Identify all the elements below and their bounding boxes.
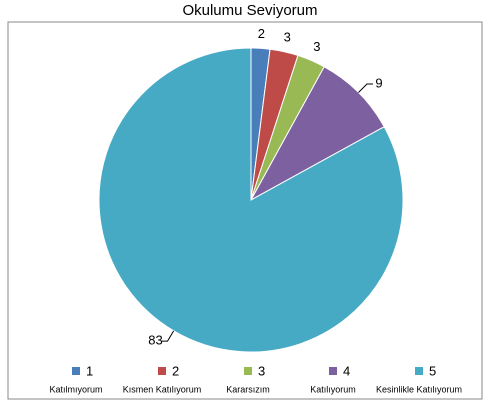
legend-label: 3 [258, 363, 265, 378]
legend-description: Kısmen Katılıyorum [123, 384, 202, 394]
legend-swatch [329, 367, 337, 375]
legend-description: Kararsızım [226, 384, 270, 394]
pie-slice [249, 66, 385, 202]
chart-title: Okulumu Seviyorum [182, 2, 317, 19]
legend-label: 5 [429, 363, 436, 378]
legend-swatch [158, 367, 166, 375]
leader-line [161, 330, 175, 342]
data-label: 83 [148, 333, 162, 348]
legend-swatch [72, 367, 80, 375]
legend-label: 2 [172, 363, 179, 378]
data-label: 9 [375, 75, 382, 90]
legend-label: 1 [86, 363, 93, 378]
legend-description: Katılıyorum [310, 384, 356, 394]
pie-slice [98, 47, 404, 353]
data-label: 3 [313, 39, 320, 54]
legend-description: Katılmıyorum [49, 384, 102, 394]
data-label: 2 [258, 26, 265, 41]
legend-swatch [415, 367, 423, 375]
legend-swatch [244, 367, 252, 375]
legend-label: 4 [343, 363, 350, 378]
leader-line [358, 83, 373, 93]
legend-description: Kesinlikle Katılıyorum [376, 384, 462, 394]
data-label: 3 [284, 29, 291, 44]
